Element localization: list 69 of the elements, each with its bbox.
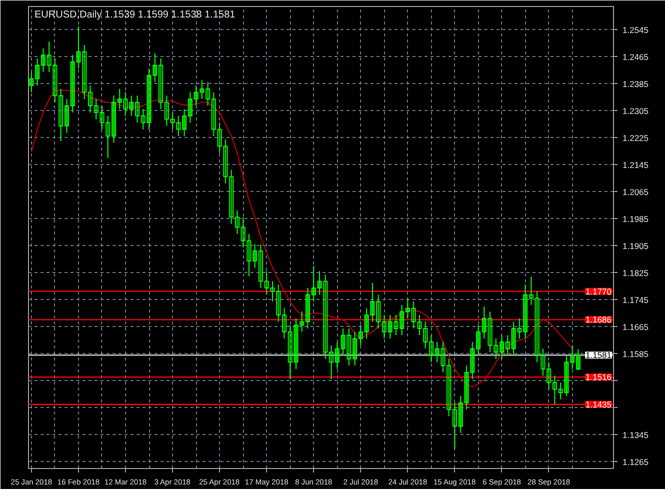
candlestick [500,334,504,360]
candlestick [405,298,410,319]
candlestick [570,344,575,370]
candlestick [111,95,116,144]
chart-title: EURUSD,Daily 1.1539 1.1599 1.1538 1.1581 [34,10,236,20]
candlestick [394,314,398,336]
candlestick [294,318,298,370]
candlestick [35,58,40,86]
y-tick-label: 1.1665 [622,322,649,332]
candlestick [29,71,34,93]
candlestick [388,314,392,340]
candlestick [523,284,528,340]
candlestick [340,328,346,356]
candlestick [352,331,358,366]
candlestick [364,308,369,340]
candlestick [123,92,128,116]
candlestick [564,354,569,396]
y-tick-label: 1.1745 [622,294,649,305]
line-series [30,90,573,388]
y-tick-label: 1.2145 [622,160,649,170]
candlestick [40,48,46,72]
y-tick-label: 1.2465 [622,52,649,62]
ref-line-label: 1.1770 [586,286,612,296]
candlestick [400,304,404,336]
y-tick-label: 1.2545 [622,24,649,35]
candlestick [70,54,75,113]
candlestick [300,311,304,332]
candlestick [476,324,481,356]
candlestick [334,341,340,370]
candlestick [117,88,122,110]
candlestick [76,26,81,70]
candlestick [517,318,522,340]
y-tick-label: 1.1985 [622,214,649,224]
y-tick-label: 1.2305 [622,106,649,116]
candlestick [200,80,204,100]
candlestick [152,52,158,83]
candlestick [346,328,352,366]
candlestick [188,92,192,124]
candlestick [370,282,375,322]
candlestick [64,98,69,134]
candlestick [470,341,475,380]
candlestick [434,341,440,363]
candlestick [146,68,152,130]
candlestick [306,287,310,329]
y-tick-label: 1.1265 [622,456,649,467]
candlestick [252,244,258,268]
candlestick [311,266,316,302]
candlestick [317,270,322,296]
candlestick [194,84,198,106]
y-tick-label: 1.1825 [622,268,649,278]
ref-line-label: 1.1435 [586,399,612,410]
candlestick [129,95,134,116]
y-tick-label: 1.1585 [622,348,649,359]
y-tick-label: 1.2065 [622,186,649,197]
y-tick-label: 1.2385 [622,78,649,89]
y-tick-label: 1.1345 [622,430,649,440]
candlestick [182,108,187,137]
candlestick [358,324,363,346]
candlestick [482,306,486,340]
y-tick-label: 1.1905 [622,240,649,251]
ref-line-label: 1.1516 [586,372,612,382]
candlestick [576,348,580,370]
candlestick [464,365,469,410]
candlestick [505,334,510,356]
candlestick [511,321,516,356]
candlestick [458,395,463,434]
y-tick-label: 1.2225 [622,132,649,143]
ref-line-label: 1.1581 [586,350,612,360]
ref-line-label: 1.1686 [586,314,612,325]
